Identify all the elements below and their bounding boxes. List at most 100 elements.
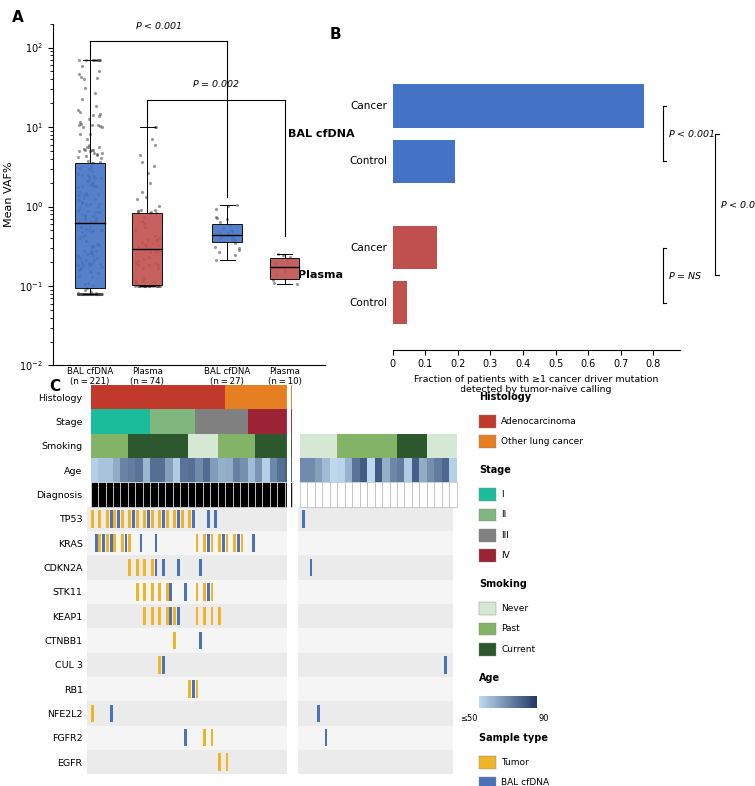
Bar: [302, 510, 305, 527]
Point: [94, 206, 106, 219]
Point: [81, 174, 93, 187]
Bar: [307, 458, 315, 483]
Point: [81, 248, 93, 260]
Bar: [240, 458, 248, 483]
Bar: [263, 458, 270, 483]
Point: [84, 145, 96, 157]
Bar: [202, 458, 210, 483]
Bar: [270, 458, 277, 483]
Point: [134, 149, 146, 161]
Point: [72, 288, 85, 300]
Bar: [255, 385, 263, 410]
Point: [85, 259, 97, 271]
Bar: [315, 434, 322, 458]
Point: [134, 280, 146, 292]
Point: [229, 237, 241, 249]
Bar: [315, 458, 322, 483]
Text: Sample type: Sample type: [479, 733, 548, 743]
Point: [144, 280, 156, 292]
Bar: [359, 434, 367, 458]
Y-axis label: Mean VAF%: Mean VAF%: [4, 162, 14, 227]
Bar: [218, 608, 221, 625]
Point: [76, 262, 88, 274]
Bar: [412, 483, 420, 507]
Bar: [203, 608, 206, 625]
Point: [84, 288, 96, 300]
Bar: [135, 410, 143, 434]
Point: [136, 156, 148, 168]
Point: [86, 271, 98, 284]
Bar: [393, 84, 643, 127]
Point: [79, 288, 91, 300]
Bar: [87, 628, 453, 652]
Bar: [300, 458, 307, 483]
Bar: [98, 410, 106, 434]
Bar: [121, 458, 128, 483]
Point: [89, 171, 101, 184]
Point: [226, 225, 239, 237]
Bar: [113, 510, 116, 527]
Point: [94, 257, 106, 270]
Point: [74, 127, 86, 140]
Point: [76, 288, 88, 300]
Bar: [188, 434, 196, 458]
Point: [151, 280, 163, 292]
Bar: [177, 608, 180, 625]
Point: [146, 237, 159, 249]
Bar: [442, 458, 449, 483]
Point: [91, 288, 103, 300]
Bar: [210, 434, 217, 458]
Point: [85, 288, 97, 300]
Bar: [98, 510, 101, 527]
Point: [74, 200, 86, 213]
Bar: [128, 410, 135, 434]
Bar: [210, 385, 217, 410]
Point: [86, 177, 98, 189]
Bar: [397, 483, 405, 507]
Bar: [393, 226, 436, 269]
Point: [94, 288, 106, 300]
Bar: [251, 534, 254, 552]
Point: [225, 224, 237, 237]
Bar: [121, 510, 124, 527]
Point: [91, 288, 103, 300]
Bar: [202, 483, 210, 507]
Bar: [285, 385, 292, 410]
Bar: [91, 705, 94, 722]
Point: [96, 223, 108, 236]
Point: [91, 252, 103, 264]
Point: [129, 280, 141, 292]
Bar: [135, 385, 143, 410]
Point: [80, 288, 92, 300]
Bar: [337, 458, 345, 483]
Bar: [188, 681, 191, 698]
Point: [85, 288, 97, 300]
Point: [90, 180, 102, 193]
Point: [210, 254, 222, 266]
Point: [87, 223, 99, 236]
Bar: [285, 458, 292, 483]
Point: [148, 160, 160, 173]
Point: [83, 112, 95, 125]
Bar: [241, 534, 243, 552]
Bar: [212, 224, 242, 242]
Point: [91, 288, 103, 300]
Point: [80, 150, 92, 163]
Point: [94, 224, 106, 237]
Point: [90, 53, 102, 66]
Bar: [98, 534, 101, 552]
Bar: [442, 434, 449, 458]
Bar: [121, 434, 128, 458]
Point: [149, 257, 162, 270]
Bar: [203, 583, 206, 601]
Point: [85, 216, 97, 229]
Bar: [159, 510, 161, 527]
Point: [149, 275, 161, 288]
Bar: [128, 534, 131, 552]
Bar: [87, 701, 453, 725]
Bar: [233, 434, 240, 458]
Bar: [427, 483, 434, 507]
Bar: [196, 608, 199, 625]
Bar: [196, 583, 199, 601]
Bar: [240, 483, 248, 507]
